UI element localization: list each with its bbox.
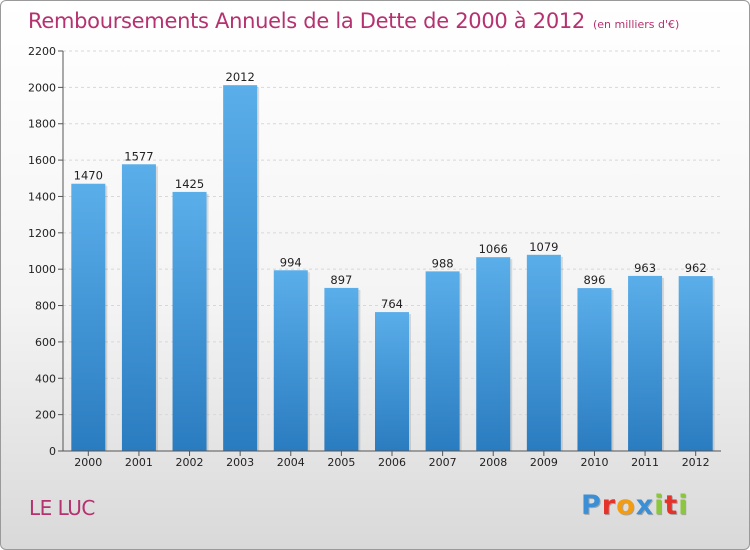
y-tick-label: 400 — [35, 372, 56, 385]
x-tick-label: 2011 — [631, 456, 659, 469]
y-tick-label: 1800 — [28, 118, 56, 131]
data-label: 897 — [330, 273, 352, 287]
proxiti-logo: Proxiti — [581, 490, 689, 521]
logo-letter: x — [635, 490, 655, 521]
data-label: 1066 — [479, 242, 508, 256]
data-label: 962 — [685, 261, 707, 275]
logo-letter: o — [616, 490, 636, 521]
x-tick-label: 2005 — [327, 456, 355, 469]
x-tick-label: 2001 — [125, 456, 153, 469]
data-label: 2012 — [226, 70, 255, 84]
x-tick-label: 2002 — [176, 456, 204, 469]
chart-title: Remboursements Annuels de la Dette de 20… — [28, 9, 679, 33]
x-tick-label: 2004 — [277, 456, 305, 469]
logo-letter: r — [601, 490, 617, 521]
data-label: 896 — [583, 273, 605, 287]
bar — [273, 270, 308, 451]
y-tick-label: 1400 — [28, 190, 56, 203]
bar — [678, 276, 713, 451]
place-name: LE LUC — [29, 496, 95, 520]
y-axis: 0 200 400 600 800 1000 1200 1400 1600 1800 2000 220… — [28, 45, 64, 458]
x-tick-label: 2007 — [429, 456, 457, 469]
x-tick-label: 2010 — [580, 456, 608, 469]
bar — [375, 312, 409, 451]
logo-letter: i — [678, 490, 689, 521]
x-tick-label: 2000 — [74, 456, 102, 469]
x-tick-label: 2009 — [530, 456, 558, 469]
y-tick-label: 2200 — [28, 45, 56, 58]
y-tick-label: 1600 — [28, 154, 56, 167]
y-tick-label: 600 — [35, 336, 56, 349]
y-tick-label: 800 — [35, 300, 56, 313]
x-tick-label: 2012 — [682, 456, 710, 469]
data-label: 988 — [432, 256, 454, 270]
x-tick-label: 2006 — [378, 456, 406, 469]
y-tick-label: 200 — [35, 409, 56, 422]
chart-title-text: Remboursements Annuels de la Dette de 20… — [28, 9, 585, 33]
x-axis: 2000 2001 2002 2003 2004 2005 2006 2007 2008 2009… — [63, 450, 721, 469]
data-label: 1079 — [529, 240, 558, 254]
logo-letter: t — [664, 490, 679, 521]
data-label: 1425 — [175, 177, 204, 191]
y-tick-label: 0 — [49, 445, 56, 458]
bar — [526, 254, 561, 451]
data-label: 963 — [634, 261, 656, 275]
bar — [223, 85, 258, 451]
data-label: 1577 — [124, 149, 153, 163]
bar — [476, 257, 511, 451]
logo-letter: i — [654, 490, 665, 521]
bar — [628, 275, 663, 451]
x-tick-label: 2008 — [479, 456, 507, 469]
data-label: 994 — [280, 255, 302, 269]
bar — [71, 183, 106, 451]
chart-subtitle: (en milliers d'€) — [593, 18, 680, 31]
bar — [425, 271, 460, 451]
bar — [121, 164, 156, 452]
y-tick-label: 2000 — [28, 81, 56, 94]
logo-letter: P — [581, 490, 602, 521]
bar — [172, 191, 207, 451]
bar — [324, 287, 359, 451]
y-tick-label: 1200 — [28, 227, 56, 240]
bar — [577, 288, 612, 451]
data-label: 764 — [381, 297, 403, 311]
data-label: 1470 — [74, 169, 103, 183]
bars: 1470 1577 1425 2012 994 897 764 988 1066 1079 896 9… — [71, 70, 715, 452]
x-tick-label: 2003 — [226, 456, 254, 469]
y-tick-label: 1000 — [28, 263, 56, 276]
